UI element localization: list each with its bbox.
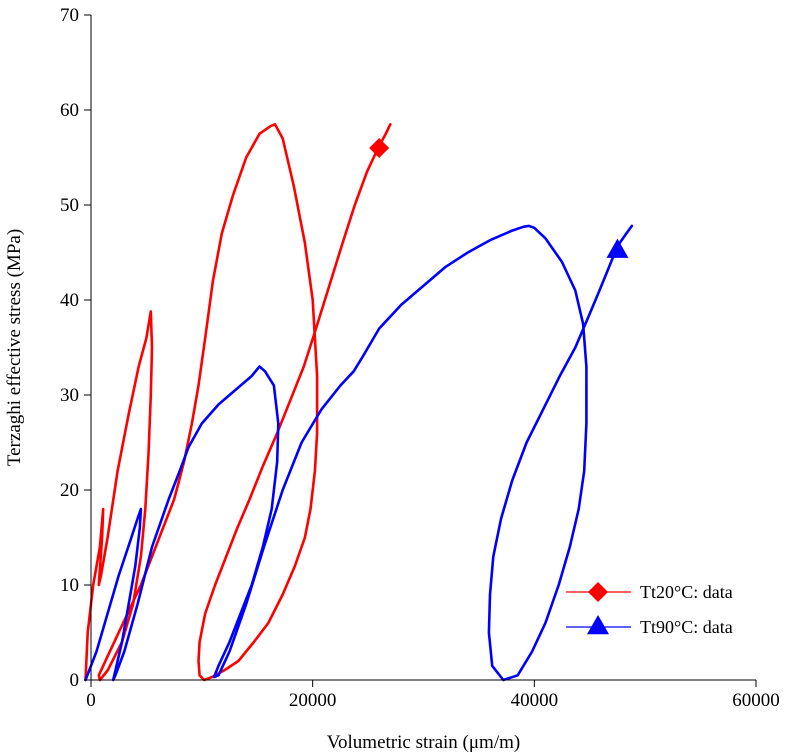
legend-triangle-marker bbox=[587, 615, 609, 635]
series-marker-diamond bbox=[369, 138, 390, 158]
x-tick-label: 40000 bbox=[511, 690, 559, 711]
y-tick-label: 30 bbox=[60, 385, 79, 406]
y-tick-label: 70 bbox=[60, 5, 79, 26]
y-tick-label: 40 bbox=[60, 290, 79, 311]
legend-diamond-marker bbox=[588, 582, 608, 602]
y-tick-label: 60 bbox=[60, 100, 79, 121]
series-line-tt20 bbox=[84, 123, 392, 682]
legend-label-tt20: Tt20°C: data bbox=[640, 582, 733, 602]
legend-label-tt90: Tt90°C: data bbox=[640, 617, 733, 637]
markers-layer bbox=[369, 138, 629, 258]
legend-item-tt20: Tt20°C: data bbox=[566, 582, 733, 602]
x-tick-label: 60000 bbox=[732, 690, 780, 711]
axes-layer bbox=[90, 15, 756, 681]
x-tick-label: 0 bbox=[86, 690, 96, 711]
y-tick-label: 0 bbox=[70, 670, 80, 691]
y-tick-label: 50 bbox=[60, 195, 79, 216]
series-marker-triangle bbox=[606, 238, 629, 258]
x-tick-label: 20000 bbox=[289, 690, 337, 711]
legend: Tt20°C: data Tt90°C: data bbox=[566, 582, 733, 637]
series-line-tt90 bbox=[84, 224, 634, 682]
legend-item-tt90: Tt90°C: data bbox=[566, 615, 733, 637]
y-tick-label: 10 bbox=[60, 575, 79, 596]
y-tick-label: 20 bbox=[60, 480, 79, 501]
series-layer bbox=[84, 123, 634, 682]
y-axis-title: Terzaghi effective stress (MPa) bbox=[4, 229, 25, 466]
ticks-layer: 0 10 20 30 40 50 60 70 0 20000 40000 60000 bbox=[60, 5, 780, 711]
x-axis-title: Volumetric strain (μm/m) bbox=[327, 732, 520, 753]
